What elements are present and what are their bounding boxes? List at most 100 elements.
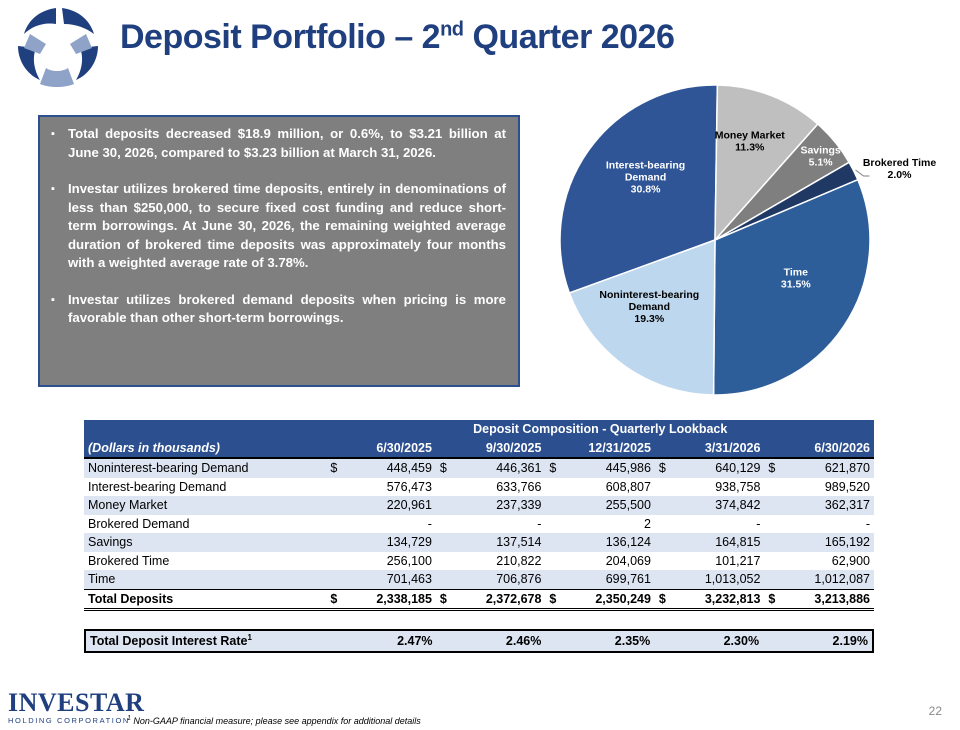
rate-value: 2.47% — [397, 634, 433, 648]
leader-line — [855, 169, 870, 177]
column-header: 9/30/2025 — [435, 438, 546, 459]
bullet-item: Investar utilizes brokered time deposits… — [51, 180, 506, 273]
cell-value: 1,013,052 — [672, 570, 765, 589]
pie-slice-noninterest-bearing-demand — [568, 238, 716, 396]
cell-value: 256,100 — [344, 551, 436, 570]
cell-value: 640,129 — [672, 458, 765, 478]
cell-value: - — [344, 514, 436, 533]
cell-value: 136,124 — [563, 533, 655, 552]
cell-value: 237,339 — [453, 496, 546, 515]
rate-value: 2.35% — [614, 634, 651, 648]
cell-value: 706,876 — [453, 570, 546, 589]
pie-data-label: Noninterest-bearing Demand 19.3% — [599, 289, 699, 325]
row-label: Money Market — [84, 496, 327, 515]
pie-data-label: Time 31.5% — [781, 266, 811, 290]
cell-value: 204,069 — [563, 551, 655, 570]
total-label: Total Deposits — [84, 588, 327, 611]
cell-value: 255,500 — [563, 496, 655, 515]
cell-value: - — [782, 514, 874, 533]
table-row: Brokered Time 256,100 210,822 204,069 101,21… — [84, 551, 874, 570]
currency-symbol: $ — [435, 458, 454, 478]
pie-slice-interest-bearing-demand — [559, 84, 719, 294]
cell-value: 137,514 — [453, 533, 546, 552]
cell-value: 938,758 — [672, 477, 765, 496]
total-value: 3,213,886 — [782, 588, 874, 611]
cell-value: 699,761 — [563, 570, 655, 589]
cell-value: 210,822 — [453, 551, 546, 570]
interest-rate-table: Total Deposit Interest Rate1 2.47% 2.46% 2… — [84, 629, 874, 653]
bullet-item: Total deposits decreased $18.9 million, … — [51, 125, 506, 162]
column-header: 6/30/2026 — [764, 438, 874, 459]
pie-data-label: Money Market 11.3% — [715, 129, 786, 153]
cell-value: 989,520 — [782, 477, 874, 496]
column-header: 12/31/2025 — [545, 438, 655, 459]
page-number: 22 — [928, 704, 942, 718]
total-value: 2,350,249 — [563, 588, 655, 611]
bullet-item: Investar utilizes brokered demand deposi… — [51, 291, 506, 328]
row-label: Brokered Time — [84, 551, 327, 570]
cell-value: 2 — [563, 514, 655, 533]
cell-value: 633,766 — [453, 477, 546, 496]
currency-symbol: $ — [545, 588, 564, 611]
deposit-composition-table: Deposit Composition - Quarterly Lookback… — [84, 420, 874, 611]
cell-value: 62,900 — [782, 551, 874, 570]
cell-value: 134,729 — [344, 533, 436, 552]
cell-value: 374,842 — [672, 496, 765, 515]
rate-value: 2.30% — [723, 634, 760, 648]
rate-value: 2.46% — [505, 634, 542, 648]
cell-value: 701,463 — [344, 570, 436, 589]
pie-data-label: Interest-bearing Demand 30.8% — [606, 160, 685, 196]
table-row: Time 701,463 706,876 699,761 1,013,052 1,012,… — [84, 570, 874, 589]
cell-value: - — [453, 514, 546, 533]
row-label: Noninterest-bearing Demand — [84, 458, 327, 478]
deposit-pie-chart: Interest-bearing Demand 30.8% Money Market 1… — [559, 84, 936, 396]
currency-symbol: $ — [545, 458, 564, 478]
units-label: (Dollars in thousands) — [84, 438, 327, 459]
total-value: 2,338,185 — [344, 588, 436, 611]
pie-data-label: Brokered Time 2.0% — [863, 157, 936, 181]
pie-slice-time — [712, 178, 871, 396]
table-group-header: Deposit Composition - Quarterly Lookback — [326, 420, 874, 439]
cell-value: 1,012,087 — [782, 570, 874, 589]
cell-value: - — [672, 514, 765, 533]
cell-value: 101,217 — [672, 551, 765, 570]
currency-symbol: $ — [326, 588, 345, 611]
table-row: Interest-bearing Demand 576,473 633,766 608… — [84, 477, 874, 496]
row-label: Time — [84, 570, 327, 589]
cell-value: 446,361 — [453, 458, 546, 478]
investar-wordmark: INVESTAR HOLDING CORPORATION — [8, 688, 145, 726]
cell-value: 445,986 — [563, 458, 655, 478]
table-row: Brokered Demand - -2- - — [84, 514, 874, 533]
column-header: 6/30/2025 — [326, 438, 436, 459]
total-value: 3,232,813 — [672, 588, 765, 611]
table-row: Noninterest-bearing Demand $448,459 $446,3… — [84, 458, 874, 478]
table-row: Savings 134,729 137,514 136,124 164,815 165,1… — [84, 533, 874, 552]
cell-value: 362,317 — [782, 496, 874, 515]
footnote: 1 Non-GAAP financial measure; please see… — [127, 715, 421, 726]
row-label: Interest-bearing Demand — [84, 477, 327, 496]
investar-logo-icon — [18, 8, 98, 87]
rate-label: Total Deposit Interest Rate1 — [90, 633, 252, 649]
currency-symbol: $ — [326, 458, 345, 478]
total-row: Total Deposits $2,338,185 $2,372,678 $2,350… — [84, 588, 874, 611]
row-label: Brokered Demand — [84, 514, 327, 533]
column-header: 3/31/2026 — [654, 438, 765, 459]
cell-value: 220,961 — [344, 496, 436, 515]
currency-symbol: $ — [654, 458, 673, 478]
cell-value: 621,870 — [782, 458, 874, 478]
total-value: 2,372,678 — [453, 588, 546, 611]
currency-symbol: $ — [764, 588, 783, 611]
summary-panel: Total deposits decreased $18.9 million, … — [38, 115, 520, 387]
cell-value: 608,807 — [563, 477, 655, 496]
cell-value: 448,459 — [344, 458, 436, 478]
cell-value: 165,192 — [782, 533, 874, 552]
currency-symbol: $ — [654, 588, 673, 611]
currency-symbol: $ — [764, 458, 783, 478]
currency-symbol: $ — [435, 588, 454, 611]
row-label: Savings — [84, 533, 327, 552]
table-row: Money Market 220,961 237,339 255,500 374,842… — [84, 496, 874, 515]
pie-slice-money-market — [714, 84, 819, 243]
pie-data-label: Savings 5.1% — [800, 144, 840, 168]
page-title: Deposit Portfolio – 2nd Quarter 2026 — [120, 18, 675, 56]
cell-value: 576,473 — [344, 477, 436, 496]
